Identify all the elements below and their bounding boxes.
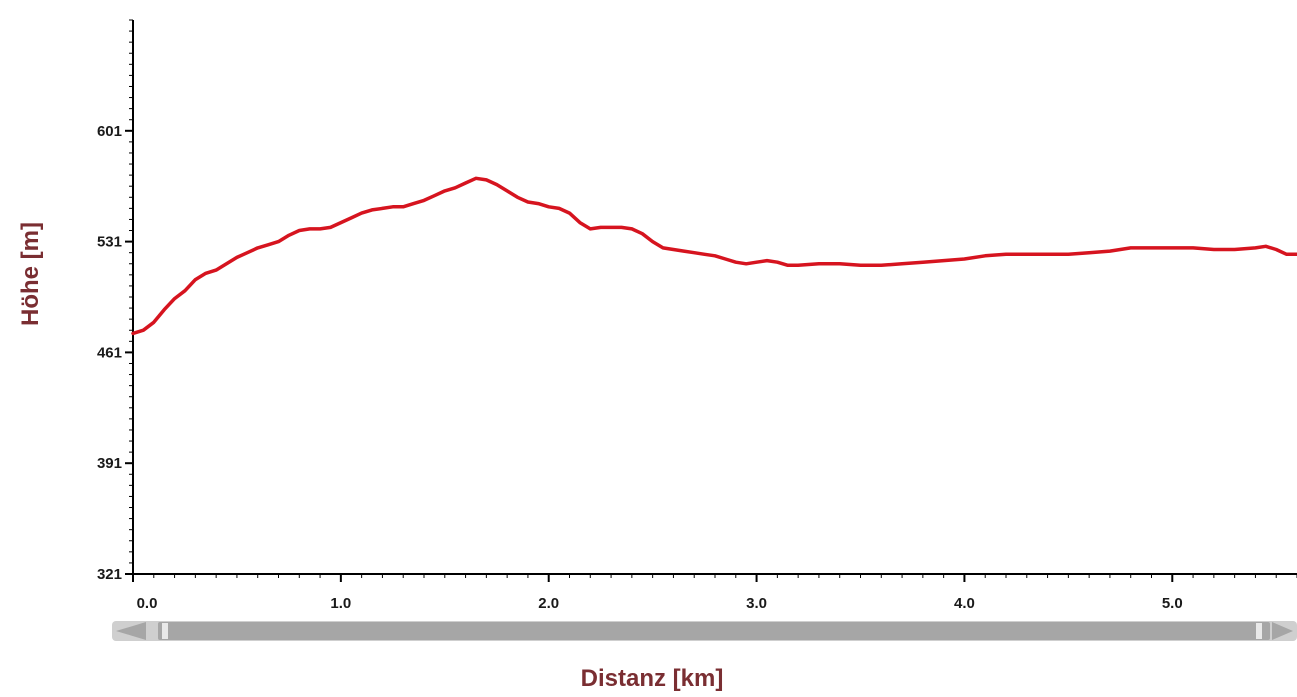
y-axis-title: Höhe [m] (17, 222, 44, 326)
x-axis-title: Distanz [km] (581, 665, 724, 692)
y-tick-label: 461 (97, 344, 122, 361)
y-axis-ticks: 321 391 461 531 601 (97, 19, 133, 583)
scrollbar-thumb-right-grip[interactable] (1256, 623, 1262, 639)
elevation-line (131, 176, 1297, 336)
scrollbar-thumb[interactable] (158, 622, 1270, 640)
scroll-right-arrow-icon[interactable] (1272, 622, 1293, 640)
x-tick-label: 3.0 (746, 595, 767, 612)
y-tick-label: 531 (97, 234, 122, 251)
scroll-left-arrow-icon[interactable] (116, 622, 146, 640)
x-tick-label: 0.0 (137, 595, 158, 612)
horizontal-scrollbar[interactable] (112, 621, 1297, 641)
x-tick-label: 4.0 (954, 595, 975, 612)
x-tick-label: 2.0 (538, 595, 559, 612)
x-tick-label: 5.0 (1162, 595, 1183, 612)
y-tick-label: 391 (97, 455, 122, 472)
y-tick-label: 601 (97, 123, 122, 140)
scrollbar-thumb-left-grip[interactable] (162, 623, 168, 639)
x-tick-label: 1.0 (330, 595, 351, 612)
y-tick-label: 321 (97, 566, 122, 583)
x-axis-ticks: 0.0 1.0 2.0 3.0 4.0 5.0 (132, 574, 1297, 612)
